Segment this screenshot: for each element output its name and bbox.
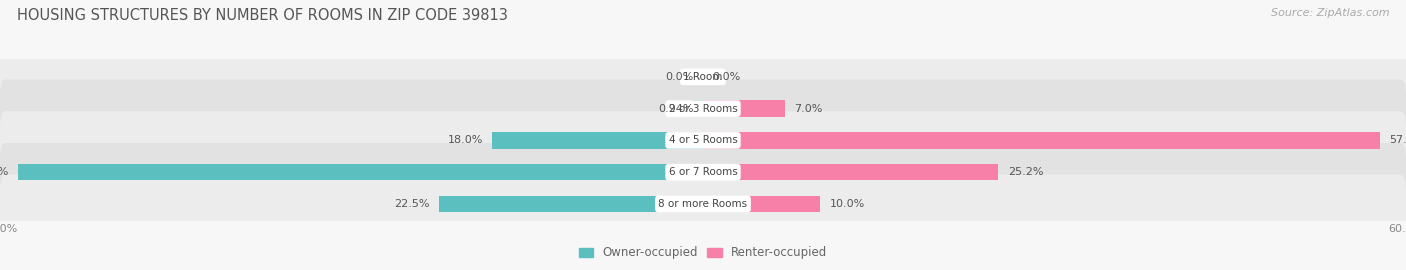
FancyBboxPatch shape (0, 111, 1406, 170)
Bar (703, 196, 820, 212)
Text: 22.5%: 22.5% (395, 199, 430, 209)
Bar (492, 132, 703, 149)
Text: 1 Room: 1 Room (683, 72, 723, 82)
Bar (703, 100, 785, 117)
FancyBboxPatch shape (0, 48, 1406, 106)
Text: 18.0%: 18.0% (447, 135, 482, 146)
Text: 0.0%: 0.0% (665, 72, 693, 82)
Text: HOUSING STRUCTURES BY NUMBER OF ROOMS IN ZIP CODE 39813: HOUSING STRUCTURES BY NUMBER OF ROOMS IN… (17, 8, 508, 23)
Text: 8 or more Rooms: 8 or more Rooms (658, 199, 748, 209)
Text: 0.94%: 0.94% (658, 104, 693, 114)
FancyBboxPatch shape (0, 79, 1406, 138)
Text: Source: ZipAtlas.com: Source: ZipAtlas.com (1271, 8, 1389, 18)
FancyBboxPatch shape (0, 175, 1406, 233)
Text: 57.8%: 57.8% (1389, 135, 1406, 146)
Text: 7.0%: 7.0% (794, 104, 823, 114)
Bar (692, 100, 703, 117)
Text: 10.0%: 10.0% (830, 199, 865, 209)
Bar (703, 164, 998, 180)
Text: 2 or 3 Rooms: 2 or 3 Rooms (669, 104, 737, 114)
Text: 58.5%: 58.5% (0, 167, 8, 177)
Text: 25.2%: 25.2% (1008, 167, 1043, 177)
Legend: Owner-occupied, Renter-occupied: Owner-occupied, Renter-occupied (574, 242, 832, 264)
Text: 4 or 5 Rooms: 4 or 5 Rooms (669, 135, 737, 146)
Bar (18, 164, 703, 180)
Bar (703, 132, 1381, 149)
Text: 0.0%: 0.0% (713, 72, 741, 82)
Bar (439, 196, 703, 212)
FancyBboxPatch shape (0, 143, 1406, 201)
Text: 6 or 7 Rooms: 6 or 7 Rooms (669, 167, 737, 177)
